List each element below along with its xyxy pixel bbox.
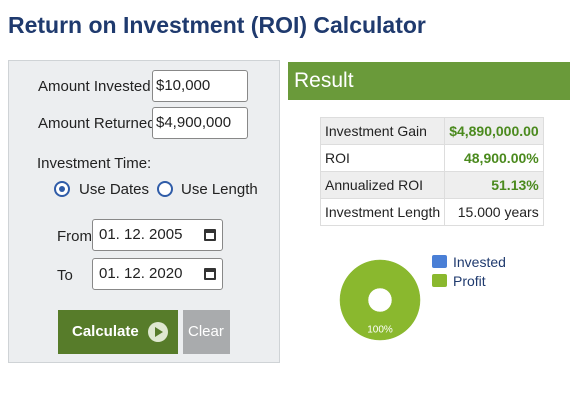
table-row: Annualized ROI 51.13%	[319, 171, 544, 199]
amount-returned-input[interactable]: $4,900,000	[152, 107, 248, 139]
result-header: Result	[288, 62, 570, 100]
donut-chart: 0%100%	[339, 259, 421, 341]
donut-label: 100%	[367, 325, 393, 336]
label: Amount Invested	[38, 78, 151, 95]
radio-label[interactable]: Use Length	[181, 181, 258, 198]
calendar-icon[interactable]	[204, 229, 216, 241]
label: Amount Returned	[38, 115, 156, 132]
legend-item: Profit	[432, 271, 506, 290]
date-text: 01. 12. 2005	[99, 226, 183, 243]
donut-segment	[339, 259, 421, 341]
legend-swatch	[432, 274, 447, 287]
to-date-input[interactable]: 01. 12. 2020	[92, 258, 223, 290]
table-row: ROI 48,900.00%	[319, 144, 544, 172]
radio-use-length[interactable]	[157, 181, 173, 197]
label: To	[57, 267, 73, 284]
legend-label: Invested	[453, 253, 506, 270]
label: From	[57, 228, 92, 245]
amount-invested-input[interactable]: $10,000	[152, 70, 248, 102]
table-cell: 48,900.00%	[444, 144, 544, 172]
table-cell: Investment Gain	[319, 117, 446, 145]
date-text: 01. 12. 2020	[99, 265, 183, 282]
title: Return on Investment (ROI) Calculator	[8, 12, 426, 38]
label: Investment Time:	[37, 155, 152, 172]
table-cell: 51.13%	[444, 171, 544, 199]
table-cell: $4,890,000.00	[444, 117, 544, 145]
table-cell: Annualized ROI	[319, 171, 446, 199]
calculate-button[interactable]: Calculate	[58, 310, 178, 354]
from-date-input[interactable]: 01. 12. 2005	[92, 219, 223, 251]
calendar-icon[interactable]	[204, 268, 216, 280]
clear-button[interactable]: Clear	[183, 310, 230, 354]
legend-label: Profit	[453, 272, 486, 289]
result-table: Investment Gain $4,890,000.00 ROI 48,900.00…	[319, 117, 544, 226]
legend-swatch	[432, 255, 447, 268]
table-cell: Investment Length	[319, 198, 446, 226]
radio-label[interactable]: Use Dates	[79, 181, 150, 198]
play-icon	[148, 322, 168, 342]
legend-item: Invested	[432, 252, 506, 271]
table-row: Investment Length 15.000 years	[319, 198, 544, 226]
table-row: Investment Gain $4,890,000.00	[319, 117, 544, 145]
table-cell: ROI	[319, 144, 446, 172]
radio-use-dates[interactable]	[54, 181, 70, 197]
table-cell: 15.000 years	[444, 198, 544, 226]
button-label: Calculate	[72, 323, 139, 340]
legend: Invested Profit	[432, 252, 506, 290]
